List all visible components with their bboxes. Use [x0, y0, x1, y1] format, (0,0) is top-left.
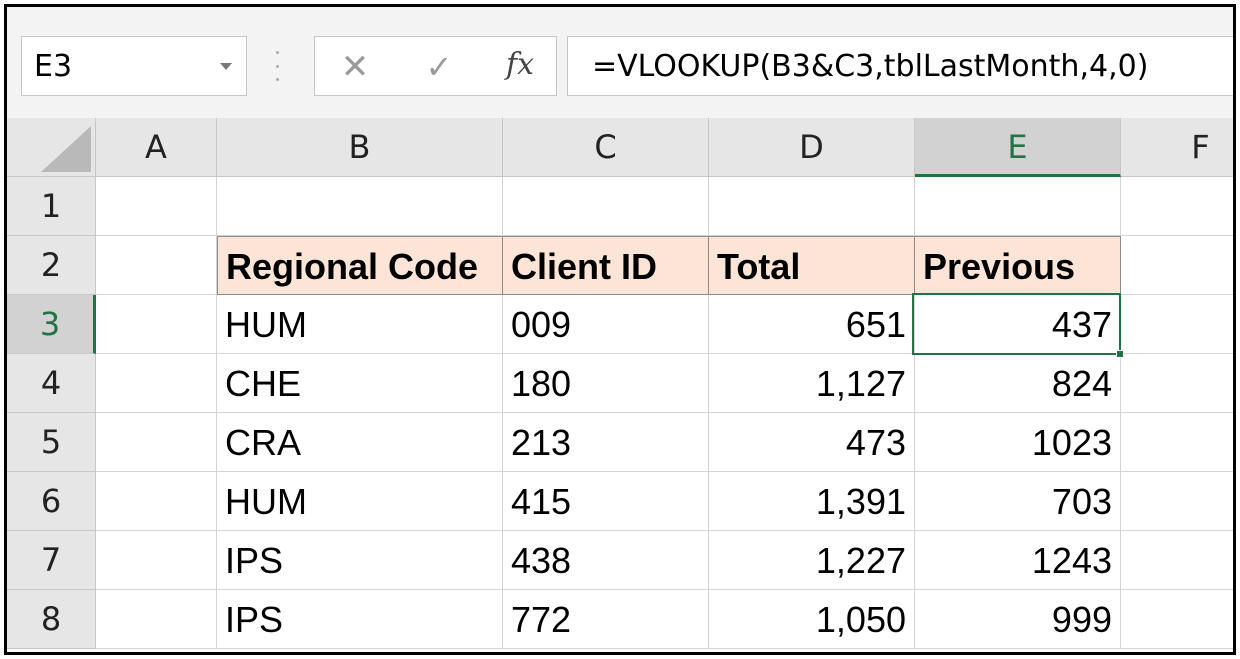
excel-window: E3 ✕ ✓ fx =VLOOKUP(B3&C3,tblLastMonth,4,… [4, 4, 1236, 655]
table-row[interactable]: 772 [503, 590, 709, 649]
row-header-4[interactable]: 4 [7, 354, 96, 413]
table-row[interactable]: 437 [915, 295, 1121, 354]
chevron-down-icon[interactable] [220, 63, 232, 70]
table-row[interactable]: IPS [217, 531, 503, 590]
row-header-5[interactable]: 5 [7, 413, 96, 472]
table-row[interactable]: 213 [503, 413, 709, 472]
table-header-regional-code[interactable]: Regional Code [217, 236, 503, 295]
table-row[interactable]: 824 [915, 354, 1121, 413]
enter-check-icon[interactable]: ✓ [425, 48, 453, 86]
table-row[interactable]: 999 [915, 590, 1121, 649]
formula-bar: E3 ✕ ✓ fx =VLOOKUP(B3&C3,tblLastMonth,4,… [7, 7, 1233, 118]
table-row[interactable]: 703 [915, 472, 1121, 531]
table-row[interactable]: 180 [503, 354, 709, 413]
table-row[interactable]: CRA [217, 413, 503, 472]
column-header-f[interactable]: F [1121, 118, 1233, 177]
table-row[interactable]: 1,227 [709, 531, 915, 590]
cell-f5[interactable] [1121, 413, 1233, 472]
row-header-7[interactable]: 7 [7, 531, 96, 590]
cell-a4[interactable] [96, 354, 217, 413]
select-all-button[interactable] [7, 118, 96, 177]
column-header-d[interactable]: D [709, 118, 915, 177]
table-row[interactable]: 651 [709, 295, 915, 354]
cell-a2[interactable] [96, 236, 217, 295]
cell-f8[interactable] [1121, 590, 1233, 649]
name-box-value: E3 [34, 48, 73, 84]
row-header-3[interactable]: 3 [7, 295, 96, 354]
table-row[interactable]: 438 [503, 531, 709, 590]
row-header-2[interactable]: 2 [7, 236, 96, 295]
cancel-x-icon[interactable]: ✕ [340, 47, 370, 87]
select-all-triangle-icon [41, 126, 91, 172]
row-header-6[interactable]: 6 [7, 472, 96, 531]
table-row[interactable]: HUM [217, 295, 503, 354]
column-header-c[interactable]: C [503, 118, 709, 177]
table-row[interactable]: 1,127 [709, 354, 915, 413]
table-row[interactable]: HUM [217, 472, 503, 531]
row-header-1[interactable]: 1 [7, 177, 96, 236]
cell-a5[interactable] [96, 413, 217, 472]
cell-d1[interactable] [709, 177, 915, 236]
formula-text: =VLOOKUP(B3&C3,tblLastMonth,4,0) [592, 48, 1149, 84]
table-row[interactable]: 1,050 [709, 590, 915, 649]
cell-f4[interactable] [1121, 354, 1233, 413]
cell-a1[interactable] [96, 177, 217, 236]
table-row[interactable]: 1023 [915, 413, 1121, 472]
column-header-e[interactable]: E [915, 118, 1121, 177]
cell-f7[interactable] [1121, 531, 1233, 590]
cell-f1[interactable] [1121, 177, 1233, 236]
table-row[interactable]: 1,391 [709, 472, 915, 531]
cell-a7[interactable] [96, 531, 217, 590]
cell-f2[interactable] [1121, 236, 1233, 295]
formula-input[interactable]: =VLOOKUP(B3&C3,tblLastMonth,4,0) [567, 36, 1233, 96]
table-header-total[interactable]: Total [708, 236, 915, 295]
cell-f3[interactable] [1121, 295, 1233, 354]
cell-e1[interactable] [915, 177, 1121, 236]
table-row[interactable]: CHE [217, 354, 503, 413]
name-box[interactable]: E3 [21, 36, 247, 96]
column-header-a[interactable]: A [96, 118, 217, 177]
table-header-previous[interactable]: Previous [914, 236, 1121, 295]
formula-bar-buttons: ✕ ✓ fx [314, 36, 557, 96]
table-header-client-id[interactable]: Client ID [502, 236, 709, 295]
cell-a3[interactable] [96, 295, 217, 354]
table-row[interactable]: IPS [217, 590, 503, 649]
cell-a6[interactable] [96, 472, 217, 531]
table-row[interactable]: 009 [503, 295, 709, 354]
column-header-b[interactable]: B [217, 118, 503, 177]
worksheet-grid: A B C D E F 1 2 3 4 5 6 7 8 Regional Cod… [7, 118, 1233, 652]
insert-function-icon[interactable]: fx [505, 47, 535, 82]
row-header-8[interactable]: 8 [7, 590, 96, 649]
cell-f6[interactable] [1121, 472, 1233, 531]
table-row[interactable]: 415 [503, 472, 709, 531]
formula-bar-grip-icon[interactable] [274, 51, 280, 81]
table-row[interactable]: 473 [709, 413, 915, 472]
cell-c1[interactable] [503, 177, 709, 236]
cell-a8[interactable] [96, 590, 217, 649]
cell-b1[interactable] [217, 177, 503, 236]
table-row[interactable]: 1243 [915, 531, 1121, 590]
